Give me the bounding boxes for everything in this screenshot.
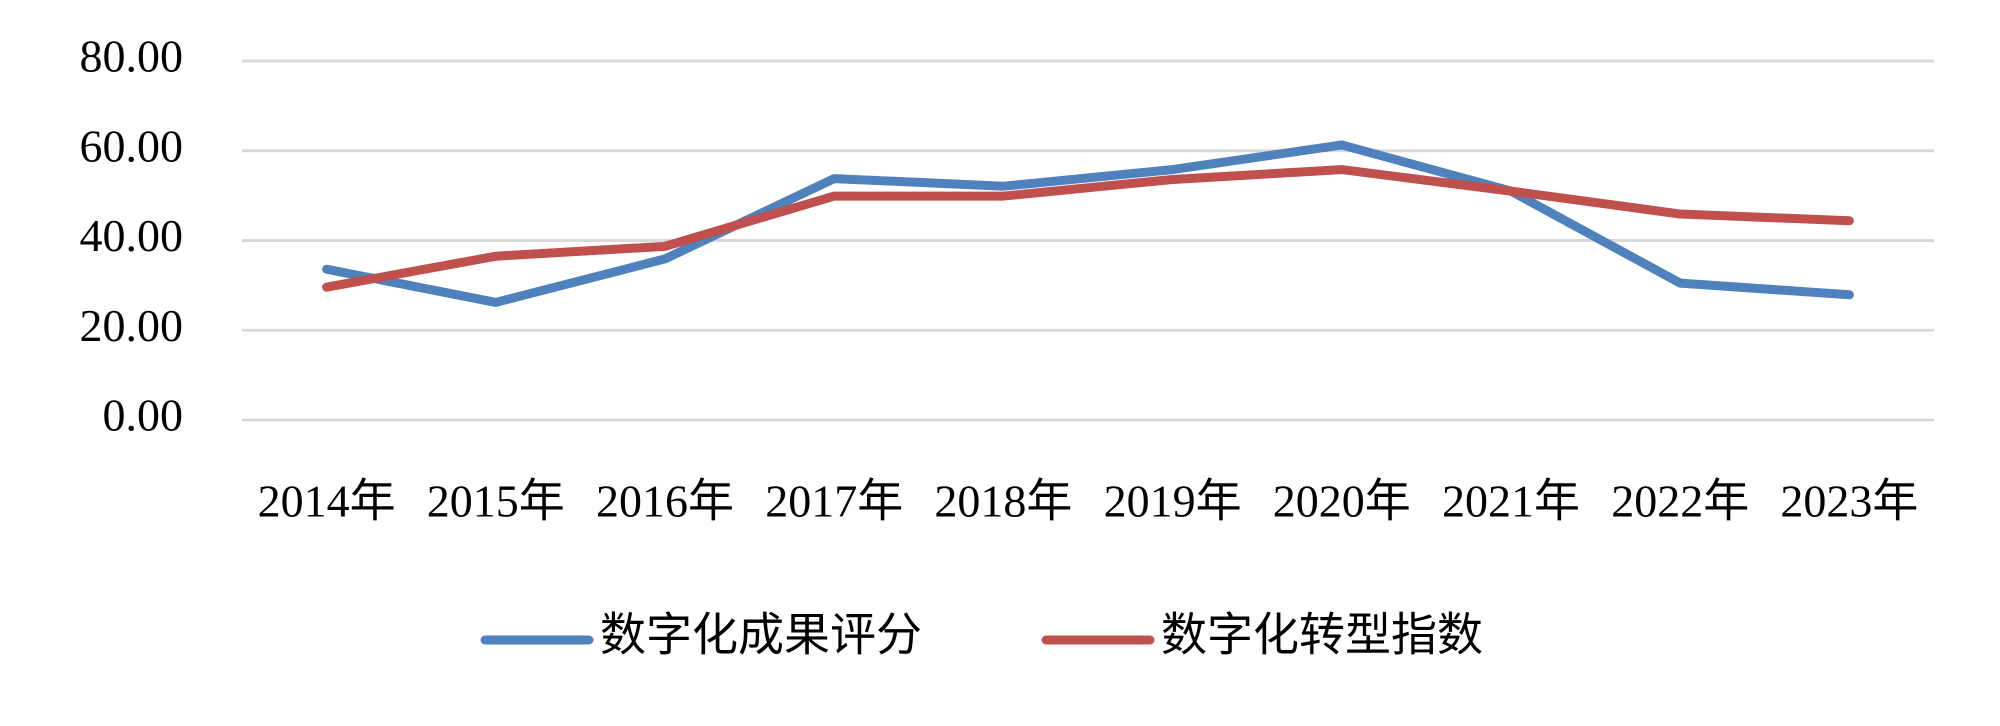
legend-label: 数字化成果评分 [600,610,922,661]
y-tick-label: 0.00 [103,390,184,441]
y-tick-label: 40.00 [80,210,184,261]
x-tick-label: 2015年 [427,476,565,527]
x-tick-label: 2020年 [1273,476,1411,527]
y-tick-label: 80.00 [80,31,184,82]
y-tick-label: 20.00 [80,300,184,351]
x-tick-label: 2017年 [765,476,903,527]
x-tick-label: 2014年 [258,476,396,527]
x-tick-label: 2016年 [596,476,734,527]
x-tick-label: 2023年 [1780,476,1918,527]
series-line [322,140,1854,307]
x-tick-label: 2022年 [1611,476,1749,527]
series-line [322,165,1854,292]
legend-label: 数字化转型指数 [1161,610,1483,661]
y-tick-label: 60.00 [80,120,184,171]
x-tick-label: 2021年 [1442,476,1580,527]
x-tick-label: 2018年 [934,476,1072,527]
x-tick-label: 2019年 [1104,476,1242,527]
